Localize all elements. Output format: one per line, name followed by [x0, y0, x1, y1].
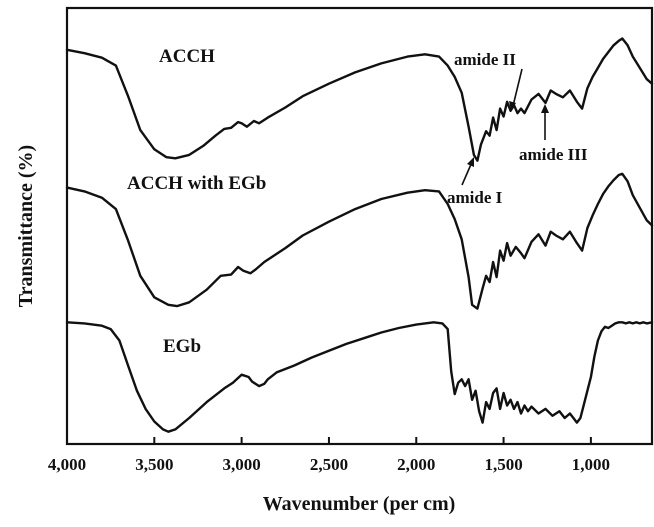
- x-tick-label: 2,500: [310, 455, 348, 474]
- arrow-amide-ii: [512, 68, 523, 107]
- series-label-egb: EGb: [163, 336, 201, 357]
- series-label-acch-with-egb: ACCH with EGb: [127, 173, 266, 194]
- plot-frame: [65, 6, 654, 446]
- annotation-amide-iii: amide III: [519, 145, 588, 164]
- x-tick-label: 3,500: [135, 455, 173, 474]
- x-tick-label: 4,000: [48, 455, 86, 474]
- x-tick-label: 3,000: [223, 455, 261, 474]
- spectrum-line: [65, 321, 654, 433]
- spectra: [65, 37, 654, 433]
- x-axis-title: Wavenumber (per cm): [263, 493, 456, 515]
- spectrum-line: [65, 37, 654, 162]
- y-axis-title: Transmittance (%): [15, 145, 37, 307]
- annotation-amide-i: amide I: [447, 188, 503, 207]
- annotation-amide-ii: amide II: [454, 50, 516, 69]
- arrowhead-amide-i: [467, 157, 474, 167]
- x-tick-label: 2,000: [397, 455, 435, 474]
- arrow-amide-i: [461, 161, 473, 186]
- x-tick-label: 1,000: [572, 455, 610, 474]
- arrowhead-amide-ii: [509, 101, 516, 111]
- x-tick-label: 1,500: [484, 455, 522, 474]
- series-label-acch: ACCH: [159, 46, 215, 67]
- spectrum-line: [65, 172, 654, 310]
- x-axis-ticks: 4,000 3,500 3,000 2,500 2,000 1,500 1,000: [48, 437, 610, 474]
- arrowhead-amide-iii: [541, 104, 549, 113]
